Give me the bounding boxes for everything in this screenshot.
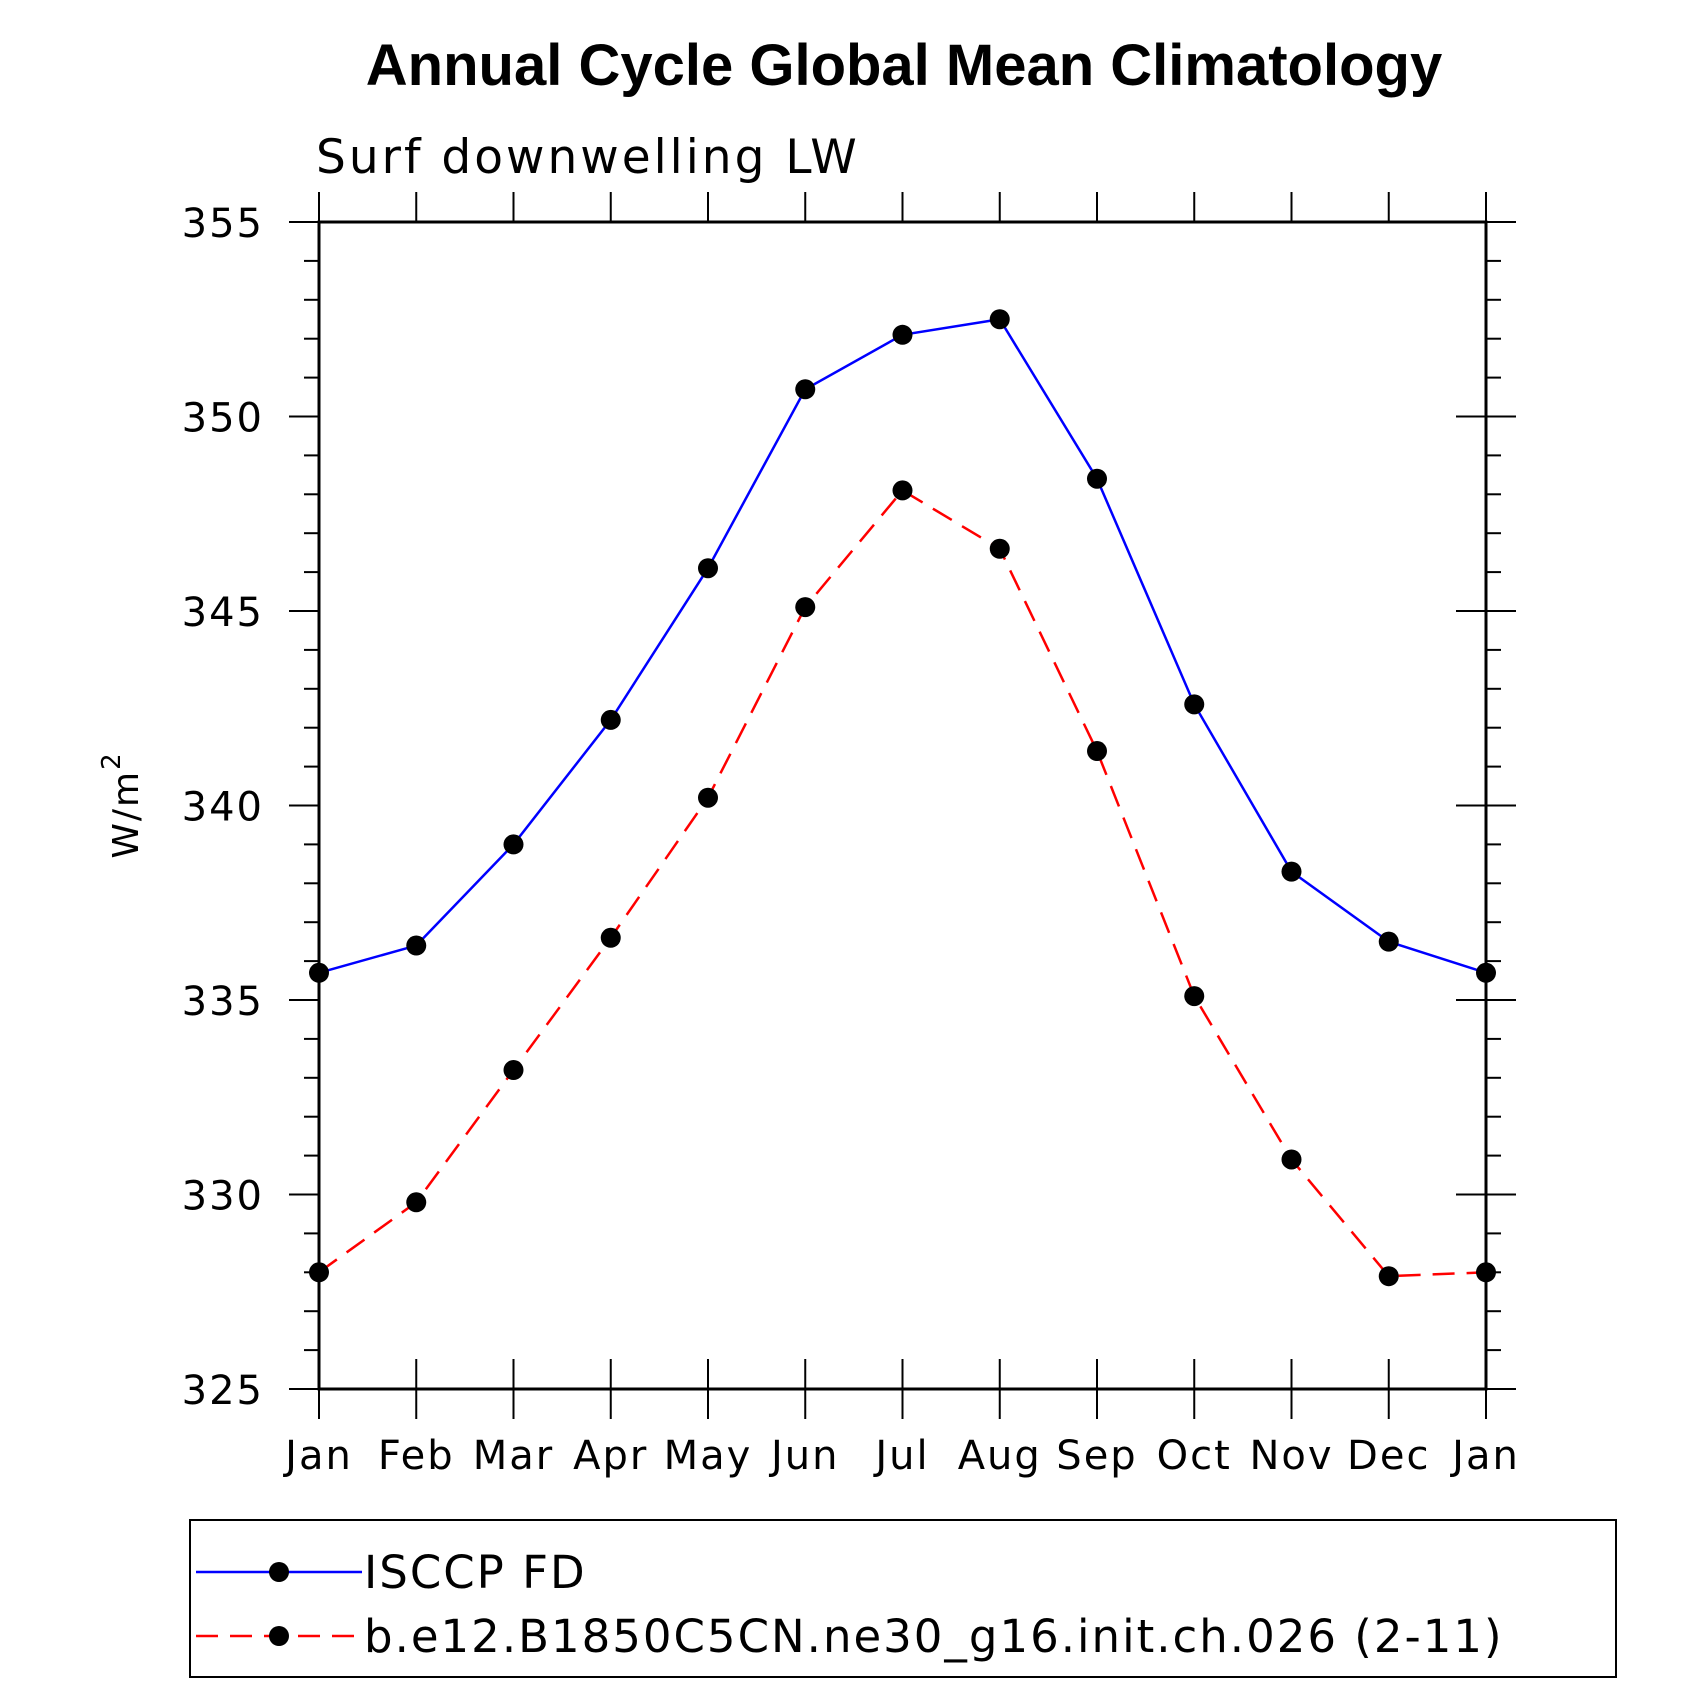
x-tick-label: Dec xyxy=(1347,1433,1430,1479)
data-point-series-1 xyxy=(406,1192,427,1213)
data-point-series-1 xyxy=(503,1060,524,1081)
data-point-series-0 xyxy=(1378,931,1399,952)
legend-marker-1 xyxy=(269,1626,289,1646)
plot-frame xyxy=(317,220,1488,1391)
data-point-series-1 xyxy=(1281,1149,1302,1170)
series-line-0 xyxy=(318,317,1487,974)
x-tick-label: Apr xyxy=(573,1433,648,1479)
data-point-series-1 xyxy=(1184,986,1205,1007)
axis-ticks xyxy=(289,192,1516,1419)
x-tick-label: Oct xyxy=(1157,1433,1232,1479)
data-point-series-1 xyxy=(600,927,621,948)
data-point-series-0 xyxy=(503,834,524,855)
data-point-series-0 xyxy=(600,709,621,730)
x-tick-label: Jul xyxy=(872,1433,929,1479)
data-point-series-1 xyxy=(698,787,718,808)
series-layer xyxy=(309,309,1496,1287)
x-tick-label: Jun xyxy=(768,1433,840,1479)
data-point-series-0 xyxy=(795,379,816,400)
y-tick-label: 345 xyxy=(182,590,264,636)
data-point-series-0 xyxy=(1281,861,1302,882)
x-tick-label: Jan xyxy=(1449,1433,1520,1479)
data-point-series-0 xyxy=(892,324,913,345)
chart-subtitle: Surf downwelling LW xyxy=(316,130,860,185)
x-tick-label: Mar xyxy=(473,1433,554,1479)
data-point-series-1 xyxy=(1087,741,1107,762)
y-axis-label-unit: W/m xyxy=(106,770,147,859)
x-tick-label: Aug xyxy=(958,1433,1042,1479)
data-point-series-1 xyxy=(1476,1262,1496,1283)
legend-box xyxy=(189,1519,1617,1678)
data-point-series-0 xyxy=(989,309,1010,330)
y-tick-label: 325 xyxy=(182,1368,264,1414)
x-tick-label: Feb xyxy=(378,1433,455,1479)
data-point-series-1 xyxy=(795,597,816,618)
series-line-1 xyxy=(318,488,1487,1278)
chart-title: Annual Cycle Global Mean Climatology xyxy=(366,33,1442,98)
data-point-series-0 xyxy=(1476,962,1496,983)
data-point-series-1 xyxy=(989,538,1010,559)
y-tick-label: 335 xyxy=(182,979,264,1025)
data-point-series-0 xyxy=(1087,468,1107,489)
data-point-series-0 xyxy=(698,558,718,579)
x-tick-label: May xyxy=(664,1433,753,1479)
y-axis-label: W/m2 xyxy=(97,751,147,858)
y-tick-label: 340 xyxy=(182,785,264,831)
y-tick-label: 355 xyxy=(182,201,264,247)
y-tick-label: 330 xyxy=(182,1174,264,1220)
x-tick-label: Nov xyxy=(1249,1433,1333,1479)
x-tick-label: Jan xyxy=(282,1433,353,1479)
data-point-series-1 xyxy=(309,1262,329,1283)
y-tick-labels: 325 330 335 340 345 350 355 xyxy=(182,201,264,1414)
legend: ISCCP FD b.e12.B1850C5CN.ne30_g16.init.ch… xyxy=(196,1546,1504,1663)
legend-label-0: ISCCP FD xyxy=(364,1546,587,1599)
y-tick-label: 350 xyxy=(182,396,264,442)
data-point-series-1 xyxy=(892,480,913,501)
y-axis-label-superscript: 2 xyxy=(97,751,127,770)
data-point-series-0 xyxy=(309,962,329,983)
legend-label-1: b.e12.B1850C5CN.ne30_g16.init.ch.026 (2-… xyxy=(364,1610,1504,1663)
x-tick-labels: Jan Feb Mar Apr May Jun Jul Aug Sep Oct Nov Dec Jan xyxy=(282,1433,1520,1479)
data-point-series-1 xyxy=(1378,1266,1399,1287)
data-point-series-0 xyxy=(406,935,427,956)
x-tick-label: Sep xyxy=(1056,1433,1137,1479)
data-point-series-0 xyxy=(1184,694,1205,715)
legend-marker-0 xyxy=(269,1562,289,1582)
